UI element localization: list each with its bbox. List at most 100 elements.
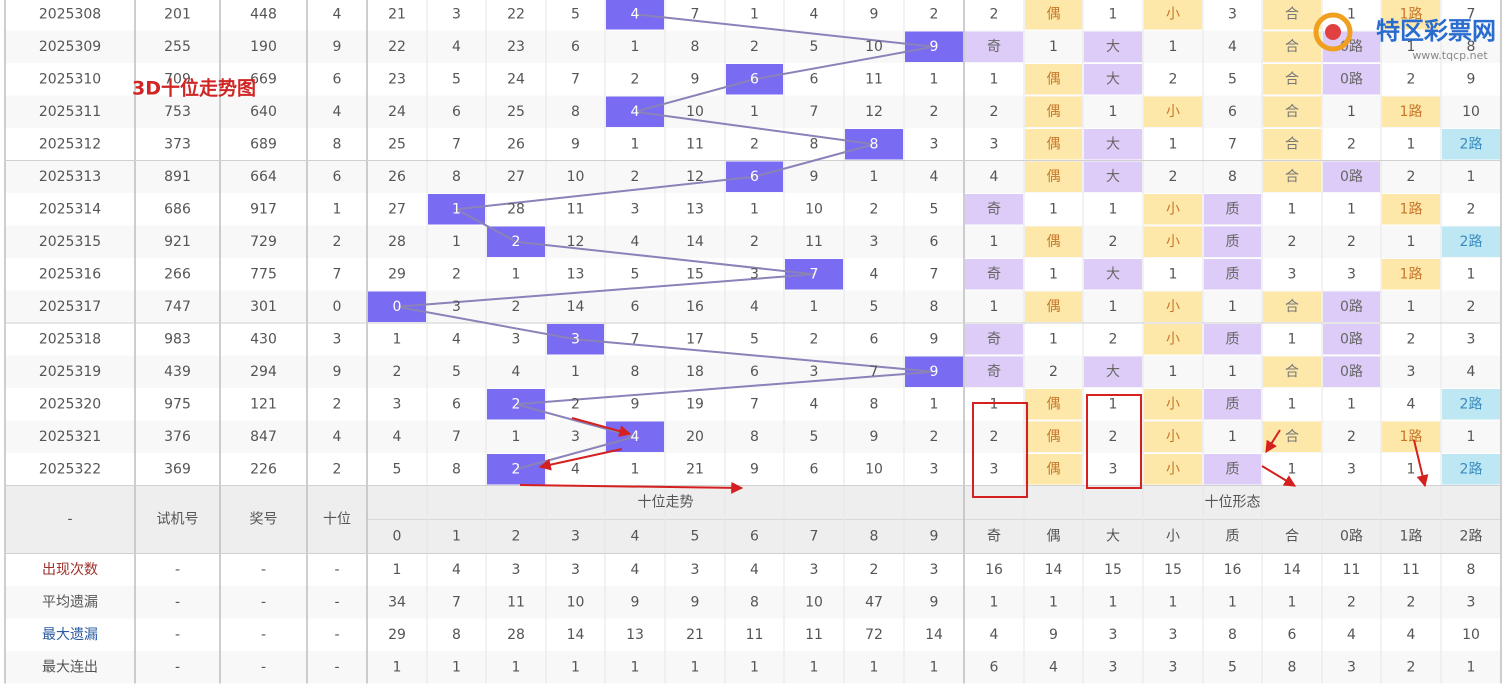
cell-text: 1 xyxy=(631,461,640,477)
cell-text: 小 xyxy=(1166,234,1180,250)
summary-text: 1 xyxy=(452,659,461,675)
red-box xyxy=(972,402,1028,498)
header-text: 8 xyxy=(870,529,879,545)
cell-text: 294 xyxy=(250,364,277,380)
form-cell xyxy=(1144,454,1202,485)
cell-text: 19 xyxy=(686,396,704,412)
cell-text: 2025315 xyxy=(39,234,101,250)
cell-text: 8 xyxy=(333,136,342,152)
cell-text: 1 xyxy=(1169,266,1178,282)
cell-text: 2025320 xyxy=(39,396,101,412)
cell-text: 2 xyxy=(452,266,461,282)
cell-text: 376 xyxy=(164,429,191,445)
cell-text: 4 xyxy=(631,234,640,250)
row-bg xyxy=(5,95,1501,128)
cell-text: 7 xyxy=(1467,6,1476,22)
summary-label: 出现次数 xyxy=(42,562,98,578)
cell-text: 4 xyxy=(930,169,939,185)
cell-text: 28 xyxy=(388,234,406,250)
cell-text: 1 xyxy=(631,136,640,152)
summary-text: 14 xyxy=(567,627,585,643)
cell-text: 1 xyxy=(1288,201,1297,217)
cell-text: 质 xyxy=(1226,201,1240,217)
cell-text: 6 xyxy=(631,299,640,315)
summary-text: 4 xyxy=(750,562,759,578)
cell-text: 偶 xyxy=(1047,136,1061,152)
cell-text: 2025310 xyxy=(39,71,101,87)
cell-text: 4 xyxy=(1407,396,1416,412)
cell-text: 1 xyxy=(750,6,759,22)
summary-text: 3 xyxy=(1347,659,1356,675)
cell-text: 14 xyxy=(686,234,704,250)
row-bg xyxy=(5,128,1501,161)
logo-url: www.tqcp.net xyxy=(1412,49,1488,62)
cell-text: 3 xyxy=(870,234,879,250)
cell-text: 8 xyxy=(1467,39,1476,55)
cells xyxy=(4,0,1502,684)
arrow xyxy=(571,417,632,437)
cell-text: 9 xyxy=(333,39,342,55)
cell-text: 13 xyxy=(686,201,704,217)
cell-text: 9 xyxy=(1467,71,1476,87)
arrow xyxy=(1413,439,1429,488)
cell-text: 23 xyxy=(388,71,406,87)
cell-text: 4 xyxy=(512,364,521,380)
summary-label: 平均遗漏 xyxy=(42,594,98,610)
cell-text: 1 xyxy=(631,39,640,55)
cell-text: 12 xyxy=(686,169,704,185)
cell-text: 0路 xyxy=(1340,331,1363,347)
cell-text: 2 xyxy=(1109,234,1118,250)
cell-text: 23 xyxy=(507,39,525,55)
cell-text: 0 xyxy=(333,299,342,315)
form-cell xyxy=(1263,291,1321,322)
cell-text: 29 xyxy=(388,266,406,282)
summary-text: 11 xyxy=(507,594,525,610)
form-cell xyxy=(1204,226,1261,257)
cell-text: 8 xyxy=(750,429,759,445)
cell-text: 1 xyxy=(1109,104,1118,120)
form-cell xyxy=(1442,226,1500,257)
summary-text: 3 xyxy=(930,562,939,578)
cell-text: 190 xyxy=(250,39,277,55)
header-text: 2 xyxy=(512,529,521,545)
cell-text: 小 xyxy=(1166,299,1180,315)
summary-text: 2 xyxy=(1407,594,1416,610)
cell-text: 255 xyxy=(164,39,191,55)
cell-text: 奇 xyxy=(987,200,1001,217)
cell-text: 1 xyxy=(1467,429,1476,445)
summary-text: - xyxy=(175,594,180,610)
cell-text: 1 xyxy=(1049,266,1058,282)
cell-text: 1 xyxy=(1109,6,1118,22)
summary-text: 3 xyxy=(691,562,700,578)
cell-text: 430 xyxy=(250,331,277,347)
summary-text: 1 xyxy=(1467,659,1476,675)
summary-text: 9 xyxy=(1049,627,1058,643)
cell-text: 大 xyxy=(1106,169,1120,185)
cell-text: 1路 xyxy=(1400,266,1423,282)
cell-text: 28 xyxy=(507,201,525,217)
cell-text: 1 xyxy=(1169,364,1178,380)
cell-text: 1 xyxy=(810,299,819,315)
summary-text: - xyxy=(334,562,339,578)
cell-text: 3 xyxy=(631,201,640,217)
cell-text: 16 xyxy=(686,299,704,315)
cell-text: 12 xyxy=(567,234,585,250)
cell-text: 6 xyxy=(810,461,819,477)
summary-text: 29 xyxy=(388,627,406,643)
form-cell xyxy=(1442,454,1500,485)
summary-text: 14 xyxy=(925,627,943,643)
arrow xyxy=(538,448,623,471)
cell-text: 2 xyxy=(1467,299,1476,315)
summary-text: 9 xyxy=(930,594,939,610)
form-cell xyxy=(965,356,1023,387)
cell-text: 偶 xyxy=(1047,104,1061,120)
cell-text: 6 xyxy=(750,169,759,185)
cell-text: 4 xyxy=(750,299,759,315)
cell-text: 1 xyxy=(1049,39,1058,55)
cell-text: 2路 xyxy=(1460,461,1483,477)
header-text: 试机号 xyxy=(157,512,199,528)
summary-text: 10 xyxy=(567,594,585,610)
cell-text: 21 xyxy=(388,6,406,22)
arrow xyxy=(1265,429,1281,454)
cell-text: 2 xyxy=(750,136,759,152)
